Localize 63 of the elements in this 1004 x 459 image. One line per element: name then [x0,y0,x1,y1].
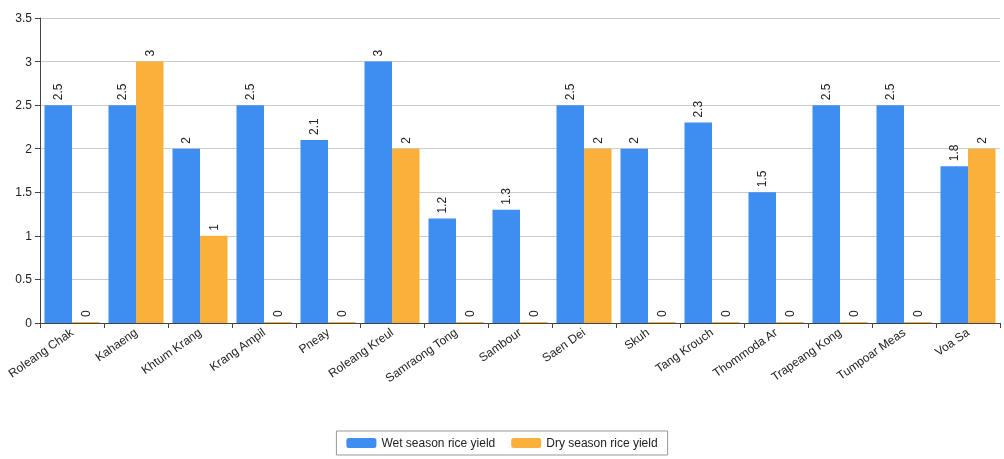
bar [200,235,228,323]
data-label: 2 [398,136,413,144]
data-label: 1.2 [435,196,450,214]
data-label: 1.5 [755,170,770,188]
data-label: 0 [654,310,669,317]
data-label: 2.5 [115,83,130,101]
bar [392,148,420,323]
data-label: 0 [270,310,285,317]
y-tick-label: 2.5 [15,98,33,113]
y-tick-label: 0.5 [15,272,33,287]
bar [748,192,776,323]
bar [236,105,264,323]
bar [428,218,456,323]
y-tick-label: 1.5 [15,185,33,200]
bar [300,140,328,323]
legend-label: Dry season rice yield [546,436,658,450]
bar [812,105,840,323]
y-tick-label: 1 [25,228,33,243]
data-label: 1.3 [499,187,514,205]
data-label: 2.3 [691,100,706,118]
data-label: 2.5 [243,83,258,101]
data-label: 0 [846,310,861,317]
data-label: 2 [590,136,605,144]
bar [136,61,164,323]
data-label: 2.5 [51,83,66,101]
bar [584,148,612,323]
bar [44,105,72,323]
y-tick-label: 0 [25,316,33,330]
bar [108,105,136,323]
data-label: 2.5 [563,83,578,101]
data-label: 0 [782,310,797,317]
legend-label: Wet season rice yield [381,436,496,450]
data-label: 0 [910,310,925,317]
data-label: 1.8 [947,144,962,162]
data-label: 2 [179,136,194,144]
data-label: 0 [334,310,349,317]
y-tick-label: 3 [25,54,33,69]
data-label: 0 [526,310,541,317]
data-label: 3 [142,49,157,57]
data-label: 0 [718,310,733,317]
data-label: 2.1 [307,117,322,135]
x-tick-label: Saen Dei [539,325,589,366]
bar [492,209,520,323]
data-label: 2.5 [883,83,898,101]
x-tick-label: Skuh [621,325,653,353]
bar [684,122,712,323]
data-label: 1 [206,223,221,231]
bar [620,148,648,323]
data-label: 3 [371,49,386,57]
y-tick-label: 2 [25,141,33,156]
data-label: 0 [462,310,477,317]
bar [940,166,968,323]
bar [556,105,584,323]
bar [876,105,904,323]
bar [968,148,996,323]
data-label: 0 [78,310,93,317]
x-tick-label: Voa Sa [932,325,973,359]
bar [364,61,392,323]
y-tick-label: 3.5 [15,11,33,25]
data-label: 2 [627,136,642,144]
data-label: 2 [974,136,989,144]
data-label: 2.5 [819,83,834,101]
bar [172,148,200,323]
